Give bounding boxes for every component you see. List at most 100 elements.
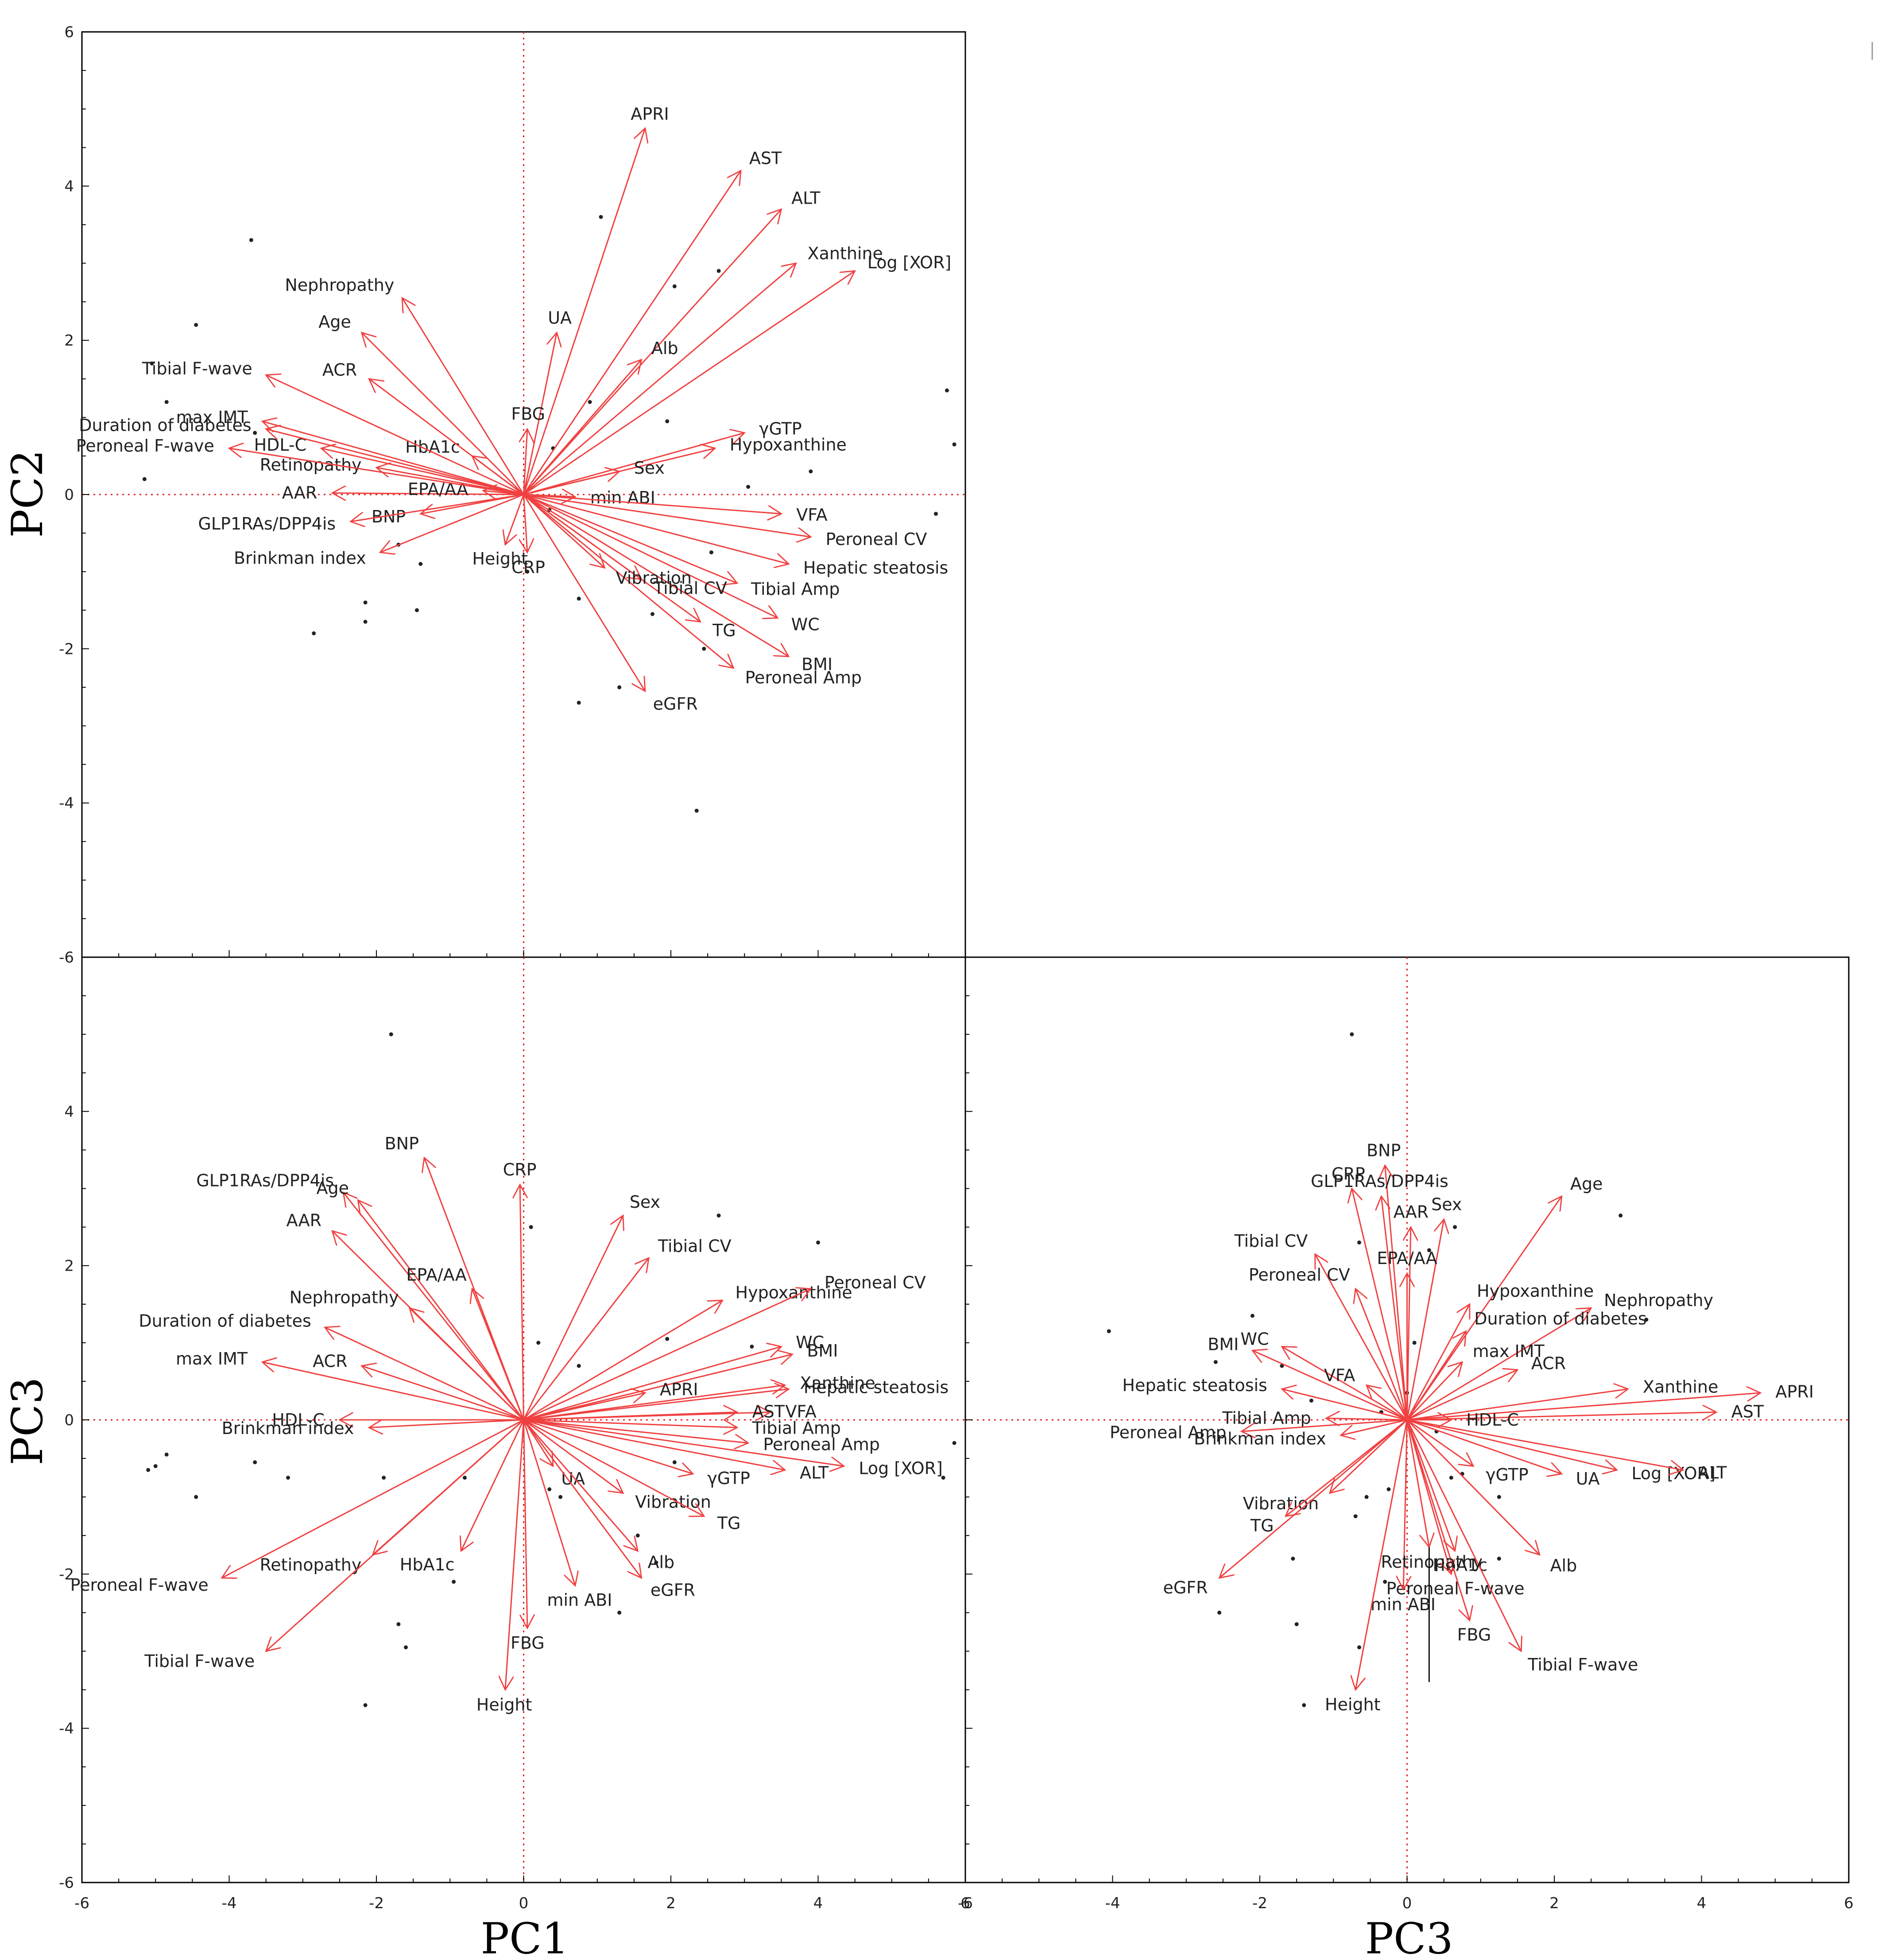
loading-label: WC: [796, 1333, 824, 1352]
loading-arrow: [523, 1389, 789, 1421]
panel-pc1-pc3: 420-2-4-6-6 -4 -2 0 2 4 6BNPCRPGLP1RAs/DPP4isA…: [59, 957, 970, 1912]
loading-label: γGTP: [707, 1469, 750, 1488]
loading-label: WC: [1240, 1329, 1269, 1349]
loading-arrow: [1355, 1419, 1408, 1690]
loading-label: Peroneal CV: [825, 1273, 926, 1292]
score-point: [1107, 1329, 1111, 1334]
loading-arrow: [524, 1419, 527, 1628]
score-point: [672, 1460, 677, 1465]
loading-arrow: [472, 1289, 524, 1420]
loading-label: min ABI: [1371, 1595, 1436, 1614]
score-point: [1364, 1495, 1369, 1499]
loading-arrow: [266, 375, 524, 495]
score-point: [650, 612, 654, 616]
score-point: [389, 1032, 393, 1036]
loading-arrow: [523, 1419, 642, 1578]
score-point: [363, 619, 368, 624]
loading-arrow: [1406, 1419, 1522, 1651]
x-tick-label: -2: [1252, 1894, 1267, 1912]
loading-label: Sex: [634, 458, 665, 478]
loading-arrow: [523, 332, 557, 495]
loading-label: Brinkman index: [222, 1419, 354, 1438]
loading-label: HDL-C: [272, 1410, 325, 1430]
score-point: [414, 608, 419, 612]
loading-arrow: [1341, 1419, 1407, 1435]
score-point: [1427, 1248, 1431, 1253]
loading-label: γGTP: [1486, 1465, 1529, 1484]
loading-label: Alb: [651, 339, 678, 358]
score-point: [164, 1452, 169, 1457]
score-point: [694, 808, 699, 813]
score-point: [1291, 1557, 1295, 1561]
score-point: [1353, 1514, 1358, 1519]
loading-arrow: [523, 494, 789, 564]
y-tick-label: 0: [64, 486, 74, 504]
score-point: [1619, 1213, 1623, 1218]
loading-arrow: [1252, 1350, 1408, 1421]
score-point: [577, 700, 581, 705]
y-tick-label: -6: [59, 949, 74, 966]
loading-label: HDL-C: [254, 435, 307, 455]
loading-arrow: [1315, 1254, 1408, 1420]
loading-arrow: [524, 429, 527, 495]
score-point: [1357, 1645, 1361, 1650]
loading-label: EPA/AA: [1377, 1249, 1437, 1268]
loading-arrow: [523, 1393, 645, 1421]
loading-arrow: [1406, 1419, 1429, 1547]
y-tick-label: -2: [59, 1566, 74, 1583]
score-point: [547, 1487, 552, 1492]
loading-arrow: [1407, 1419, 1617, 1470]
loading-label: ALT: [791, 188, 821, 208]
loading-label: Xanthine: [800, 1373, 875, 1393]
score-point: [617, 1610, 622, 1615]
loading-label: UA: [1576, 1469, 1600, 1488]
loading-label: max IMT: [1473, 1341, 1545, 1361]
loading-arrow: [1406, 1419, 1470, 1620]
loading-arrow: [523, 494, 645, 691]
loading-arrow: [523, 128, 645, 495]
loading-arrow: [262, 421, 524, 495]
loading-arrow: [523, 1419, 785, 1470]
loading-arrow: [523, 494, 605, 568]
loading-label: Tibial Amp: [1222, 1408, 1311, 1428]
x-tick-label: 6: [1844, 1894, 1854, 1912]
loading-label: FBG: [511, 404, 545, 424]
loading-arrow: [1286, 1419, 1408, 1516]
loading-label: APRI: [631, 104, 669, 124]
score-point: [1217, 1610, 1222, 1615]
loading-arrow: [1406, 1419, 1540, 1555]
score-point: [253, 1460, 257, 1465]
score-point: [716, 1213, 721, 1218]
loading-label: Duration of diabetes: [1474, 1309, 1646, 1328]
loading-arrow: [523, 1419, 693, 1474]
loading-arrow: [1407, 1419, 1562, 1474]
loading-arrow: [461, 1419, 524, 1551]
loading-arrow: [262, 1362, 524, 1421]
loading-arrow: [1355, 1289, 1408, 1420]
loading-label: ALT: [1698, 1463, 1727, 1482]
y-tick-label: -4: [59, 1720, 74, 1738]
x-tick-label: 2: [1549, 1894, 1559, 1912]
axis-title-pc3-left: PC3: [3, 1377, 52, 1465]
loading-label: min ABI: [590, 488, 655, 507]
loading-label: eGFR: [1163, 1578, 1208, 1597]
loading-arrow: [1407, 1412, 1716, 1421]
score-point: [952, 1441, 956, 1445]
loading-arrow: [369, 1419, 524, 1427]
loading-arrow: [1406, 1331, 1466, 1420]
loading-label: VFA: [1324, 1365, 1355, 1385]
score-point: [1497, 1557, 1501, 1561]
loading-label: CRP: [503, 1160, 537, 1179]
loading-label: Retinopathy: [260, 455, 362, 475]
loading-arrow: [1406, 1196, 1562, 1420]
score-point: [665, 1337, 670, 1341]
score-point: [1453, 1225, 1457, 1229]
score-point: [702, 646, 706, 651]
loading-label: Hypoxanthine: [730, 435, 847, 455]
loading-label: BNP: [372, 507, 406, 526]
loading-arrow: [523, 472, 620, 495]
loading-label: Hypoxanthine: [1477, 1281, 1594, 1301]
loading-label: TG: [1250, 1516, 1274, 1535]
axis-title-pc1: PC1: [480, 1914, 569, 1960]
